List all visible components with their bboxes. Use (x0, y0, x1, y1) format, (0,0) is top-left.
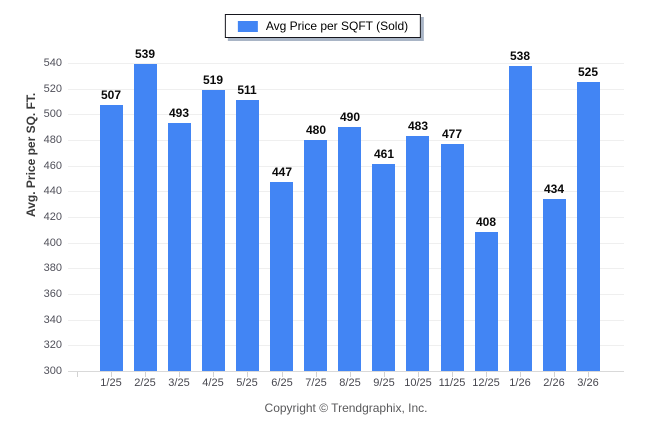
bar-7/25 (304, 140, 327, 371)
y-tick-label: 320 (43, 339, 62, 351)
bar-2/25 (134, 64, 157, 371)
x-tick-label: 6/25 (271, 377, 293, 389)
y-tick-label: 360 (43, 288, 62, 300)
bar-value-label: 519 (202, 73, 224, 87)
x-tick-label: 8/25 (339, 377, 361, 389)
bar-5/25 (236, 100, 259, 371)
gridline (68, 114, 624, 115)
x-tick-label: 4/25 (202, 377, 224, 389)
bar-value-label: 539 (134, 47, 156, 61)
legend-swatch-icon (237, 20, 258, 32)
bar-4/25 (202, 90, 225, 371)
bar-value-label: 507 (100, 88, 122, 102)
bar-6/25 (270, 182, 293, 371)
bar-11/25 (441, 144, 464, 371)
x-axis-tick (554, 372, 555, 377)
bar-value-label: 477 (441, 127, 463, 141)
bar-1/25 (100, 105, 123, 371)
x-axis-tick (282, 372, 283, 377)
x-axis-tick (350, 372, 351, 377)
x-tick-label: 2/26 (543, 377, 565, 389)
bar-value-label: 480 (305, 123, 327, 137)
bar-value-label: 447 (271, 165, 293, 179)
bar-12/25 (475, 232, 498, 371)
x-tick-label: 2/25 (134, 377, 156, 389)
bar-value-label: 490 (339, 110, 361, 124)
x-axis-tick (213, 372, 214, 377)
bar-1/26 (509, 66, 532, 371)
x-tick-label: 12/25 (472, 377, 500, 389)
x-tick-label: 1/25 (100, 377, 122, 389)
bar-value-label: 434 (543, 182, 565, 196)
x-axis-tick (145, 372, 146, 377)
x-tick-label: 10/25 (404, 377, 432, 389)
x-axis-tick (247, 372, 248, 377)
x-axis-line (68, 371, 624, 372)
bar-value-label: 493 (168, 106, 190, 120)
y-tick-label: 300 (43, 365, 62, 377)
x-tick-label: 3/26 (577, 377, 599, 389)
x-axis-tick (316, 372, 317, 377)
y-tick-label: 460 (43, 160, 62, 172)
x-tick-label: 7/25 (305, 377, 327, 389)
x-tick-label: 9/25 (373, 377, 395, 389)
x-axis-tick (520, 372, 521, 377)
bar-value-label: 408 (475, 215, 497, 229)
gridline (68, 63, 624, 64)
x-tick-label: 11/25 (438, 377, 466, 389)
x-axis-tick (179, 372, 180, 377)
y-tick-label: 420 (43, 211, 62, 223)
bar-value-label: 538 (509, 49, 531, 63)
x-axis-tick (384, 372, 385, 377)
bar-value-label: 461 (373, 147, 395, 161)
copyright-text: Copyright © Trendgraphix, Inc. (264, 401, 428, 415)
x-axis-tick (452, 372, 453, 377)
y-tick-label: 380 (43, 262, 62, 274)
x-axis-tick (588, 372, 589, 377)
x-tick-label: 1/26 (509, 377, 531, 389)
x-axis-tick (111, 372, 112, 377)
y-tick-label: 340 (43, 314, 62, 326)
bar-value-label: 483 (407, 119, 429, 133)
bar-3/25 (168, 123, 191, 371)
bar-value-label: 511 (237, 83, 257, 97)
bar-2/26 (543, 199, 566, 371)
y-tick-label: 440 (43, 185, 62, 197)
legend: Avg Price per SQFT (Sold) (224, 14, 422, 38)
y-tick-label: 400 (43, 237, 62, 249)
x-tick-label: 3/25 (168, 377, 190, 389)
y-tick-label: 540 (43, 57, 62, 69)
bar-value-label: 525 (577, 65, 599, 79)
x-axis-tick (418, 372, 419, 377)
x-axis-tick (77, 372, 78, 377)
x-axis-tick (486, 372, 487, 377)
y-tick-label: 520 (43, 83, 62, 95)
bar-3/26 (577, 82, 600, 371)
bar-10/25 (406, 136, 429, 371)
y-tick-label: 480 (43, 134, 62, 146)
legend-label: Avg Price per SQFT (Sold) (265, 19, 409, 33)
bar-8/25 (338, 127, 361, 371)
y-tick-label: 500 (43, 108, 62, 120)
gridline (68, 89, 624, 90)
bar-9/25 (372, 164, 395, 371)
x-tick-label: 5/25 (236, 377, 258, 389)
